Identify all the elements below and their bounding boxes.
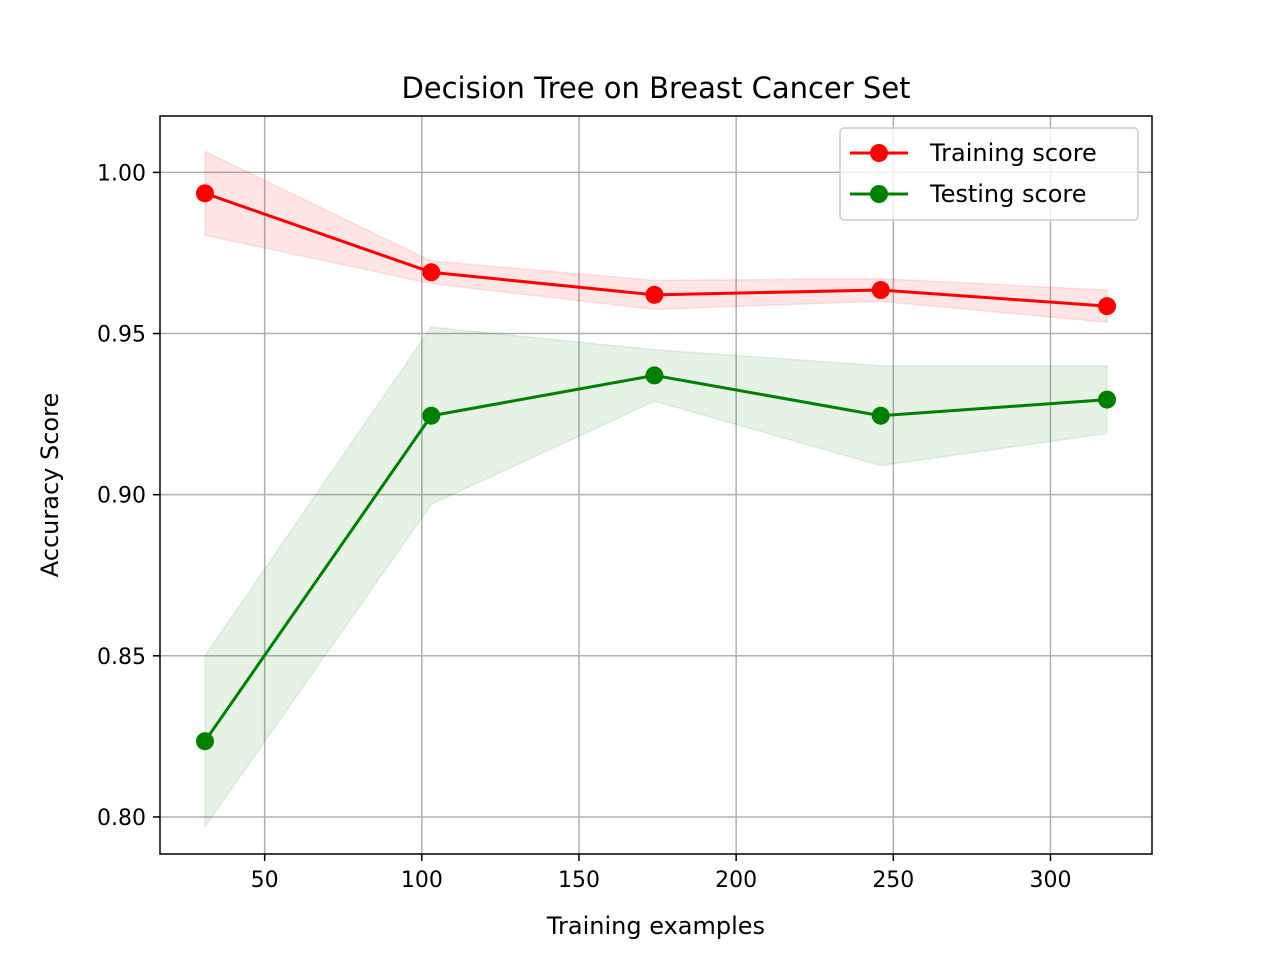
testing-score-point (195, 732, 214, 751)
training-score-point (195, 184, 214, 203)
y-tick-label: 0.80 (97, 806, 146, 831)
y-axis-ticks: 0.80 0.85 0.90 0.95 1.00 (97, 161, 160, 831)
training-score-point (645, 285, 664, 304)
testing-score-point (1098, 390, 1117, 409)
x-tick-label: 50 (251, 868, 279, 893)
training-score-point (871, 281, 890, 300)
chart-title: Decision Tree on Breast Cancer Set (401, 71, 910, 105)
x-tick-label: 150 (558, 868, 600, 893)
x-tick-label: 250 (872, 868, 914, 893)
legend: Training score Testing score (839, 127, 1139, 221)
legend-label-testing: Testing score (929, 180, 1087, 208)
testing-score-point (871, 406, 890, 425)
x-tick-label: 100 (401, 868, 443, 893)
legend-marker-testing (870, 185, 888, 203)
x-tick-label: 200 (715, 868, 757, 893)
y-tick-label: 1.00 (97, 161, 146, 186)
y-tick-label: 0.90 (97, 484, 146, 509)
x-axis-ticks: 50 100 150 200 250 300 (251, 854, 1071, 893)
training-score-point (422, 263, 441, 282)
legend-label-training: Training score (929, 139, 1097, 167)
x-tick-label: 300 (1029, 868, 1071, 893)
x-axis-label: Training examples (546, 912, 765, 940)
legend-marker-training (870, 144, 888, 162)
testing-score-point (422, 406, 441, 425)
plot-frame (159, 115, 1153, 855)
testing-score-point (645, 366, 664, 385)
y-tick-label: 0.85 (97, 645, 146, 670)
y-tick-label: 0.95 (97, 323, 146, 348)
testing-score-band (204, 326, 1108, 829)
y-axis-label: Accuracy Score (36, 393, 64, 577)
legend-box (839, 127, 1139, 221)
series-points (195, 184, 1117, 751)
training-score-point (1098, 297, 1117, 316)
